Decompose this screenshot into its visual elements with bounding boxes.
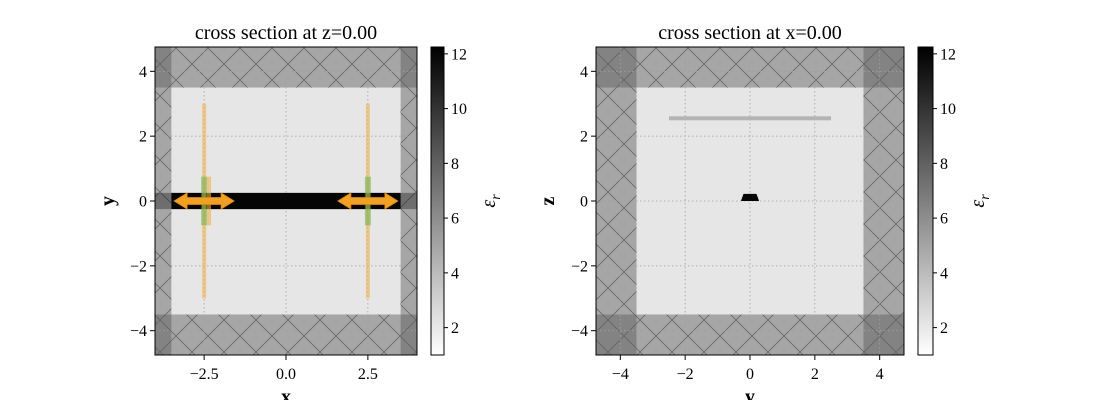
colorbar-tick-label: 8 [451,156,459,173]
colorbar-tick-label: 12 [451,46,467,63]
colorbar-label-main: ε [478,200,500,208]
x-tick-label: 2 [811,366,819,383]
y-tick-label: 2 [139,129,147,146]
monitors [668,116,832,121]
y-tick-label: 0 [580,194,588,211]
colorbar-tick-label: 12 [940,46,956,63]
structures [740,193,760,201]
y-axis-ticks: −4 −2 0 2 4 [571,64,596,340]
pml-regions [155,47,417,355]
direction-arrow [337,192,399,210]
colorbar-tick-label: 8 [940,156,948,173]
pml-bottom-hatch [155,314,417,355]
y-tick-label: 0 [139,194,147,211]
x-tick-label: 4 [876,366,884,383]
colorbar-tick-label: 4 [940,265,948,282]
chart-title: cross section at z=0.00 [195,22,377,44]
colorbar-tick-label: 2 [451,320,459,337]
x-axis-label: y [745,386,755,400]
y-tick-label: −4 [571,323,588,340]
colorbar-tick-label: 6 [451,211,459,228]
x-tick-label: 0 [746,366,754,383]
direction-arrow [173,192,235,210]
colorbar-label: εr [967,194,993,208]
grid-lines [596,47,904,355]
colorbar-tick-label: 2 [940,320,948,337]
y-tick-label: 4 [139,64,147,81]
y-axis-label: z [537,196,559,205]
colorbar: 2 4 6 8 10 12 εr [917,46,993,356]
y-axis-ticks: −4 −2 0 2 4 [130,64,155,340]
plot-panel-z-section: −2.5 0.0 2.5 −4 −2 0 2 4 cross section at z=0.… [97,22,504,400]
x-tick-label: −2 [677,366,694,383]
colorbar-label-sub: r [489,194,504,200]
x-tick-label: −2.5 [190,366,219,383]
waveguide-pml-extension [155,192,417,210]
pml-right-hatch [863,47,904,355]
colorbar-gradient [430,46,445,356]
colorbar-ticks: 2 4 6 8 10 12 [444,46,467,337]
y-tick-label: −2 [571,258,588,275]
colorbar-tick-label: 10 [940,101,956,118]
pml-bottom-hatch [596,314,904,355]
grid-lines [155,47,417,355]
y-tick-label: 2 [580,129,588,146]
colorbar-tick-label: 4 [451,265,459,282]
x-tick-label: −4 [612,366,629,383]
colorbar-tick-label: 6 [940,211,948,228]
x-tick-label: 2.5 [358,366,378,383]
colorbar-label: εr [478,194,504,208]
plot-area [596,47,904,355]
colorbar: 2 4 6 8 10 12 εr [430,46,504,356]
waveguide-core [740,193,760,201]
x-axis-ticks: −2.5 0.0 2.5 [190,355,378,383]
structures [155,192,417,210]
y-tick-label: −4 [130,323,147,340]
waveguide [171,192,401,210]
colorbar-label-sub: r [978,194,993,200]
y-tick-label: −2 [130,258,147,275]
colorbar-gradient [917,46,934,356]
flux-monitor [668,116,832,121]
sources [173,176,399,226]
x-axis-label: x [281,386,291,400]
y-tick-label: 4 [580,64,588,81]
chart-title: cross section at x=0.00 [658,22,841,44]
plot-area [155,47,417,355]
colorbar-label-main: ε [967,200,989,208]
y-axis-label: y [97,196,119,206]
colorbar-tick-label: 10 [451,101,467,118]
x-tick-label: 0.0 [276,366,296,383]
x-axis-ticks: −4 −2 0 2 4 [612,355,884,383]
colorbar-ticks: 2 4 6 8 10 12 [933,46,956,337]
pml-right-hatch [400,47,417,355]
